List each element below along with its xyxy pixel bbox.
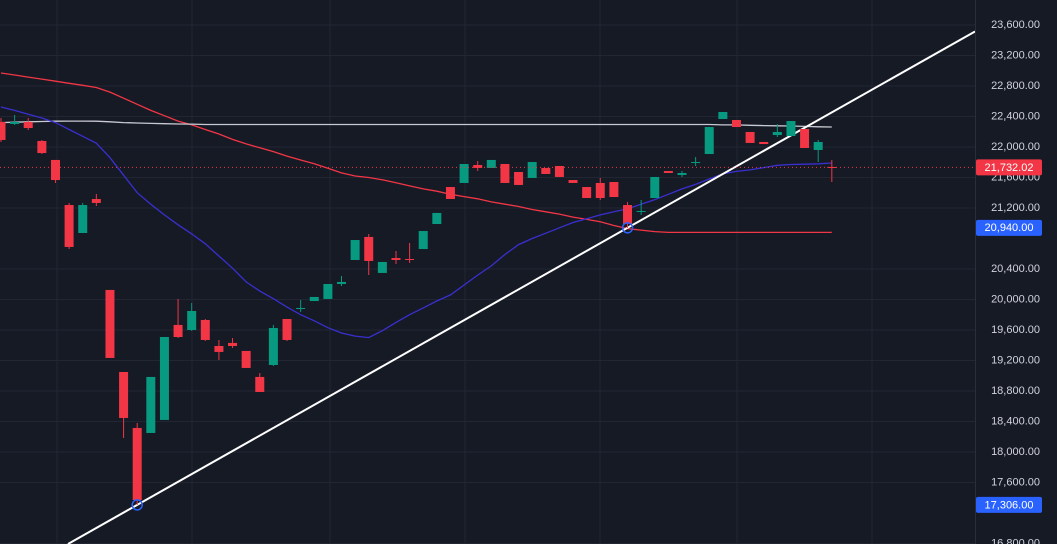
y-tick-label: 17,600.00 xyxy=(991,476,1040,488)
candle-body xyxy=(146,376,156,433)
candle-body xyxy=(64,205,74,247)
candle-body xyxy=(296,307,306,310)
candle-body xyxy=(718,112,728,120)
candle-body xyxy=(800,129,810,148)
candle-body xyxy=(337,281,346,285)
candle-body xyxy=(309,296,319,302)
candle-body xyxy=(554,165,564,177)
y-tick-label: 18,000.00 xyxy=(991,446,1040,458)
candle-body xyxy=(200,319,210,340)
candle-body xyxy=(541,167,551,174)
candle-body xyxy=(813,141,823,150)
candle-body xyxy=(486,159,496,168)
candle-body xyxy=(745,131,755,143)
candle-body xyxy=(609,181,619,198)
y-tick-label: 18,400.00 xyxy=(991,415,1040,427)
candle-body xyxy=(786,120,796,137)
candle-body xyxy=(568,180,578,183)
candle-body xyxy=(23,121,33,129)
candle-body xyxy=(119,371,129,418)
moving-average xyxy=(0,120,832,128)
candle-body xyxy=(418,231,428,250)
candle-body xyxy=(255,376,265,392)
y-tick-label: 21,200.00 xyxy=(991,202,1040,214)
candle-body xyxy=(677,172,687,175)
price-label-box xyxy=(976,159,1042,176)
y-tick-label: 22,800.00 xyxy=(991,80,1040,92)
moving-average xyxy=(0,106,832,339)
candle-body xyxy=(391,258,401,260)
candle-body xyxy=(91,198,101,203)
candle-body xyxy=(132,427,142,501)
candle-body xyxy=(663,171,673,173)
trendline xyxy=(67,30,976,544)
y-tick-label: 20,000.00 xyxy=(991,293,1040,305)
candle-body xyxy=(0,121,6,140)
candle-body xyxy=(445,187,455,199)
y-tick-label: 20,400.00 xyxy=(991,263,1040,275)
candle-body xyxy=(37,140,47,154)
candle-body xyxy=(595,182,605,199)
y-tick-label: 23,200.00 xyxy=(991,49,1040,61)
candle-body xyxy=(527,162,537,178)
price-label-box xyxy=(976,219,1042,236)
candle-body xyxy=(228,342,238,346)
candle-body xyxy=(377,261,387,273)
moving-average xyxy=(0,72,832,234)
candle-body xyxy=(772,131,782,136)
price-label-box xyxy=(976,496,1042,513)
candle-body xyxy=(473,164,483,168)
candle-body xyxy=(214,345,224,352)
candle-body xyxy=(350,240,360,260)
candle-body xyxy=(759,141,769,145)
candle-body xyxy=(282,319,292,340)
trendline-anchor xyxy=(621,222,634,234)
candle-body xyxy=(323,284,333,299)
candle-body xyxy=(704,127,714,155)
candle-body xyxy=(50,159,60,181)
y-tick-label: 19,600.00 xyxy=(991,324,1040,336)
candle-body xyxy=(459,164,469,183)
candle-body xyxy=(650,176,660,199)
y-tick-label: 23,600.00 xyxy=(991,19,1040,31)
candle-body xyxy=(241,350,251,368)
price-label: 17,306.00 xyxy=(985,499,1034,511)
candle-body xyxy=(105,289,115,358)
candle-body xyxy=(636,210,646,212)
candle-body xyxy=(173,324,183,337)
candle-body xyxy=(582,187,592,199)
candle-body xyxy=(500,164,510,183)
price-label: 21,732.02 xyxy=(985,162,1034,174)
candle-body xyxy=(514,172,524,185)
candle-body xyxy=(159,336,169,420)
y-tick-label: 19,200.00 xyxy=(991,354,1040,366)
y-tick-label: 22,000.00 xyxy=(991,141,1040,153)
y-tick-label: 22,400.00 xyxy=(991,110,1040,122)
trendline-anchor xyxy=(131,499,143,511)
y-tick-label: 18,800.00 xyxy=(991,385,1040,397)
y-tick-label: 16,800.00 xyxy=(991,537,1040,544)
candle-body xyxy=(731,120,741,128)
candle-body xyxy=(432,212,442,225)
candle-body xyxy=(623,205,633,225)
price-label: 20,940.00 xyxy=(985,222,1034,234)
candle-body xyxy=(187,310,197,330)
candle-body xyxy=(78,205,88,234)
candle-body xyxy=(827,166,837,168)
candle-body xyxy=(268,328,278,365)
price-axis xyxy=(975,0,1057,544)
candle-body xyxy=(691,162,701,164)
candle-body xyxy=(10,121,20,124)
candle-body xyxy=(364,236,374,261)
candle-body xyxy=(405,259,415,261)
